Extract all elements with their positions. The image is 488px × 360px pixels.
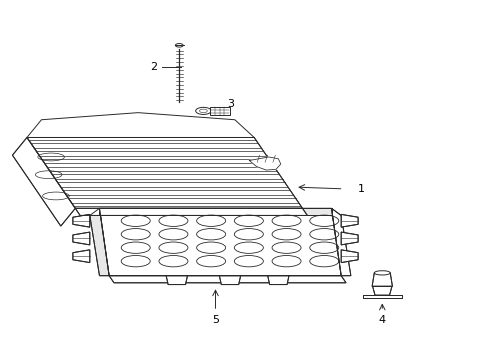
Polygon shape: [73, 232, 90, 245]
Text: 3: 3: [227, 99, 234, 109]
Polygon shape: [99, 208, 331, 215]
Polygon shape: [249, 157, 280, 170]
Polygon shape: [267, 276, 288, 284]
Polygon shape: [27, 113, 254, 138]
Polygon shape: [12, 138, 75, 226]
Text: 2: 2: [150, 62, 157, 72]
Polygon shape: [371, 273, 392, 286]
Polygon shape: [341, 215, 357, 227]
Text: 1: 1: [357, 184, 365, 194]
Ellipse shape: [195, 107, 211, 114]
Polygon shape: [362, 295, 401, 298]
Polygon shape: [27, 138, 302, 208]
FancyBboxPatch shape: [210, 107, 229, 116]
Polygon shape: [341, 250, 357, 262]
Polygon shape: [75, 208, 307, 215]
Ellipse shape: [175, 44, 183, 47]
Polygon shape: [99, 208, 341, 276]
Polygon shape: [90, 208, 109, 276]
Polygon shape: [372, 286, 391, 295]
Polygon shape: [166, 276, 187, 284]
Text: 4: 4: [378, 315, 385, 325]
Polygon shape: [109, 276, 346, 283]
Ellipse shape: [373, 271, 389, 275]
Polygon shape: [341, 232, 357, 245]
Polygon shape: [73, 250, 90, 262]
Text: 5: 5: [212, 315, 219, 325]
Polygon shape: [73, 215, 90, 227]
Polygon shape: [331, 208, 350, 276]
Polygon shape: [219, 276, 240, 284]
